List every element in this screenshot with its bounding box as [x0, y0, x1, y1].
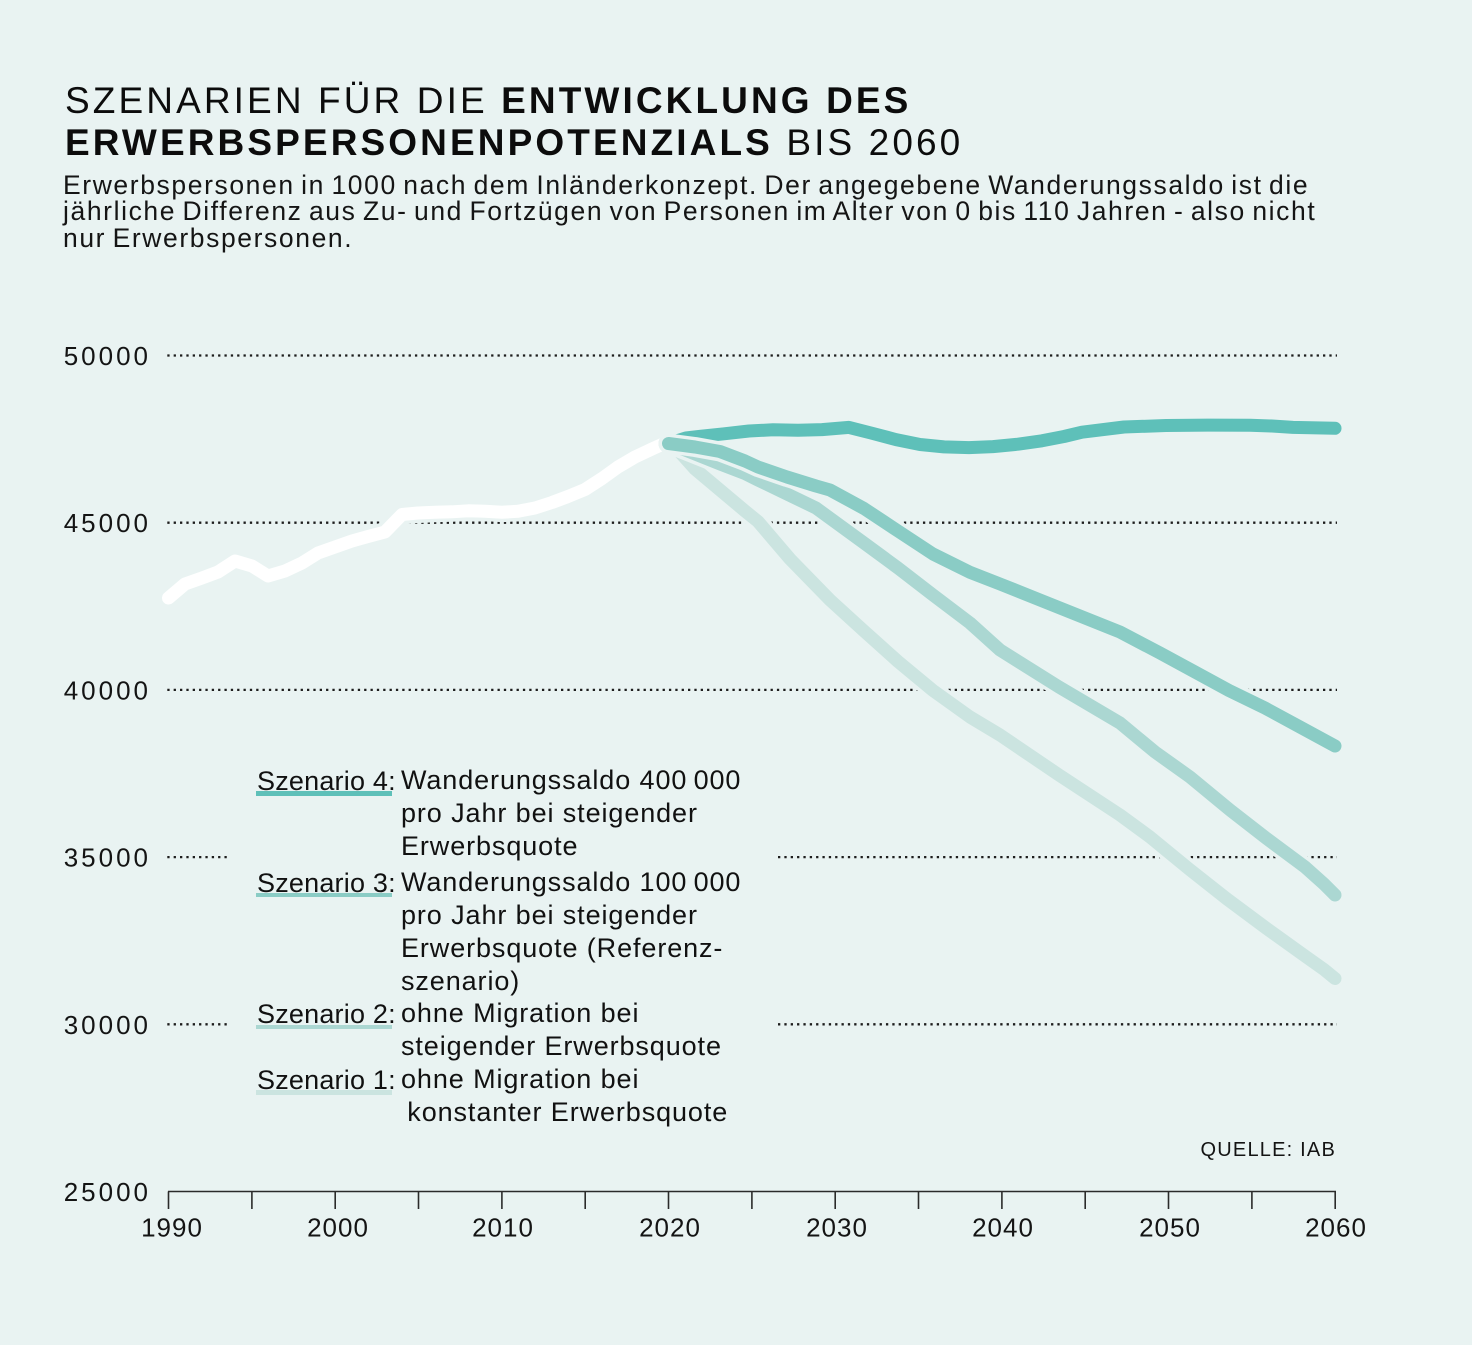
svg-text:45000: 45000 — [64, 508, 151, 538]
svg-text:2030: 2030 — [806, 1213, 868, 1243]
svg-text:2020: 2020 — [639, 1213, 701, 1243]
svg-text:50000: 50000 — [64, 341, 151, 371]
svg-text:30000: 30000 — [64, 1010, 151, 1040]
svg-text:QUELLE: IAB: QUELLE: IAB — [1201, 1139, 1336, 1161]
svg-text:2050: 2050 — [1139, 1213, 1201, 1243]
svg-text:2000: 2000 — [307, 1213, 369, 1243]
svg-text:1990: 1990 — [141, 1213, 203, 1243]
svg-text:2040: 2040 — [972, 1213, 1034, 1243]
svg-text:40000: 40000 — [64, 675, 151, 705]
svg-text:25000: 25000 — [64, 1177, 151, 1207]
svg-text:2060: 2060 — [1305, 1213, 1367, 1243]
svg-text:35000: 35000 — [64, 843, 151, 873]
svg-text:2010: 2010 — [472, 1213, 534, 1243]
